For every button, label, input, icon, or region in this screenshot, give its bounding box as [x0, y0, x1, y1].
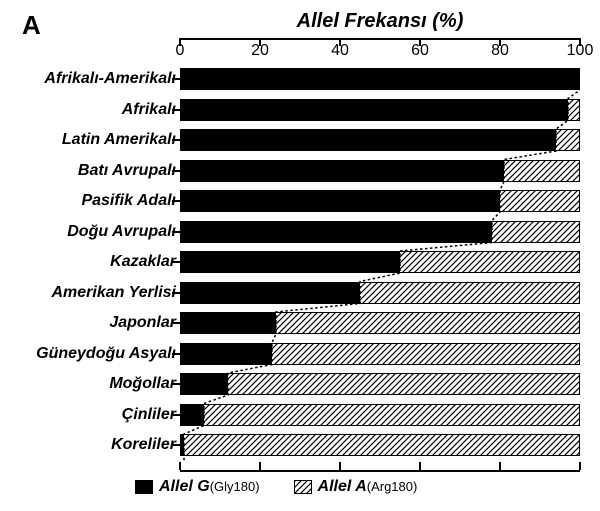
bar-row	[180, 160, 580, 182]
bar-row	[180, 99, 580, 121]
panel-label: A	[22, 10, 41, 41]
x-tick-mark-bottom	[339, 462, 341, 470]
bar-allel-g	[180, 251, 400, 273]
bar-allel-g	[180, 373, 228, 395]
x-tick-mark-bottom	[259, 462, 261, 470]
bar-allel-a	[204, 404, 580, 426]
plot-area	[180, 66, 580, 462]
category-label: Kazaklar	[6, 251, 176, 273]
x-tick-mark-bottom	[179, 462, 181, 470]
chart-title: Allel Frekansı (%)	[180, 10, 580, 33]
bar-allel-g	[180, 68, 580, 90]
bar-allel-a	[492, 221, 580, 243]
category-label: Amerikan Yerlisi	[6, 282, 176, 304]
bar-allel-a	[400, 251, 580, 273]
bar-row	[180, 221, 580, 243]
bar-row	[180, 343, 580, 365]
category-label: Doğu Avrupalı	[6, 221, 176, 243]
bar-allel-a	[228, 373, 580, 395]
bar-allel-a	[276, 312, 580, 334]
x-tick-label: 40	[331, 42, 349, 60]
bar-allel-g	[180, 221, 492, 243]
legend-swatch-g	[135, 480, 153, 494]
bar-allel-g	[180, 282, 360, 304]
bar-allel-a	[360, 282, 580, 304]
bar-row	[180, 129, 580, 151]
category-label: Moğollar	[6, 373, 176, 395]
x-tick-label: 0	[176, 42, 185, 60]
bar-allel-a	[556, 129, 580, 151]
bar-allel-a	[184, 434, 580, 456]
bar-allel-g	[180, 404, 204, 426]
bar-row	[180, 373, 580, 395]
bar-allel-g	[180, 190, 500, 212]
x-tick-label: 80	[491, 42, 509, 60]
bar-allel-a	[500, 190, 580, 212]
legend-swatch-a	[294, 480, 312, 494]
bar-row	[180, 282, 580, 304]
legend-label-g: Allel G(Gly180)	[159, 478, 260, 496]
bar-allel-g	[180, 129, 556, 151]
bar-row	[180, 404, 580, 426]
bar-allel-g	[180, 312, 276, 334]
bar-row	[180, 68, 580, 90]
x-tick-label: 20	[251, 42, 269, 60]
bar-allel-g	[180, 343, 272, 365]
category-label: Çinliler	[6, 404, 176, 426]
axis-bottom	[180, 470, 580, 472]
category-label: Afrikalı	[6, 99, 176, 121]
category-label: Japonlar	[6, 312, 176, 334]
category-label: Pasifik Adalı	[6, 190, 176, 212]
x-tick-label: 100	[567, 42, 594, 60]
category-label: Koreliler	[6, 434, 176, 456]
x-tick-mark-bottom	[579, 462, 581, 470]
bar-allel-g	[180, 160, 504, 182]
x-tick-label: 60	[411, 42, 429, 60]
bar-row	[180, 190, 580, 212]
bar-allel-a	[272, 343, 580, 365]
category-label: Latin Amerikalı	[6, 129, 176, 151]
bar-row	[180, 251, 580, 273]
bar-allel-a	[504, 160, 580, 182]
bar-row	[180, 434, 580, 456]
category-label: Batı Avrupalı	[6, 160, 176, 182]
category-label: Afrikalı-Amerikalı	[6, 68, 176, 90]
x-tick-mark-bottom	[499, 462, 501, 470]
bar-allel-a	[568, 99, 580, 121]
legend-label-a: Allel A(Arg180)	[318, 478, 418, 496]
x-tick-mark-bottom	[419, 462, 421, 470]
legend: Allel G(Gly180) Allel A(Arg180)	[135, 478, 595, 496]
bar-allel-g	[180, 99, 568, 121]
bar-row	[180, 312, 580, 334]
category-label: Güneydoğu Asyalı	[6, 343, 176, 365]
axis-top	[180, 38, 580, 40]
